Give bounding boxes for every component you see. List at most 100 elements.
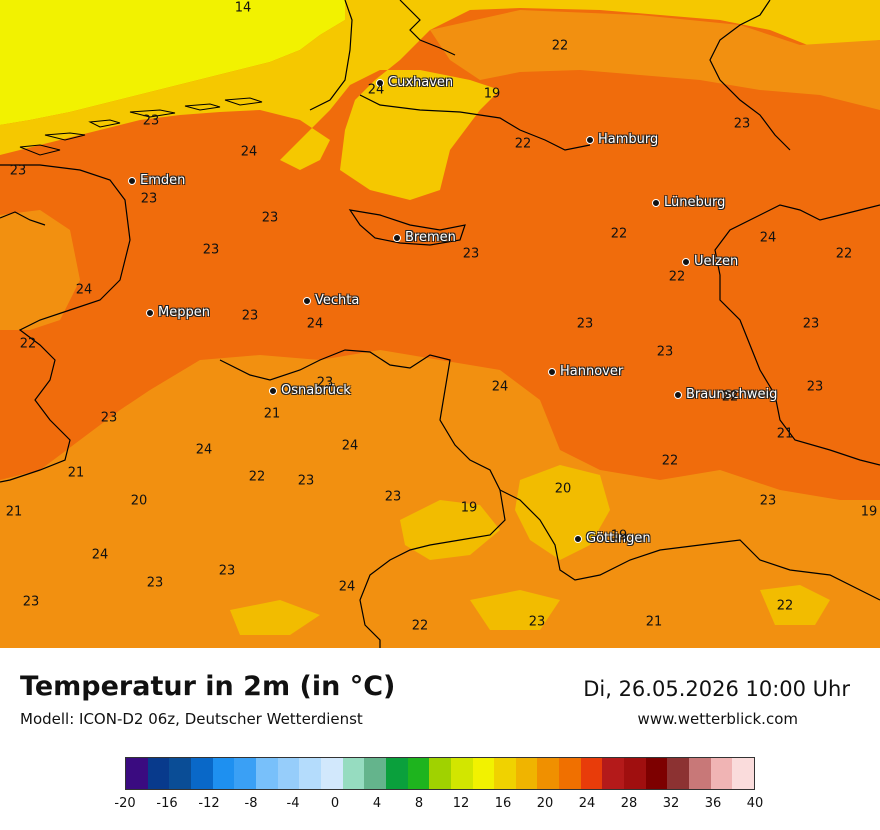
state-borders xyxy=(0,0,880,648)
temp-label: 14 xyxy=(234,0,252,16)
temp-label: 24 xyxy=(341,438,359,454)
city-goettingen: Göttingen xyxy=(574,531,651,546)
legend-swatch xyxy=(580,758,603,789)
temp-label: 22 xyxy=(610,226,628,242)
legend-swatch xyxy=(515,758,538,789)
legend-ticks: -20 -16 -12 -8 -4 0 4 8 12 16 20 24 28 32 36 40 xyxy=(114,796,763,814)
temp-label: 20 xyxy=(130,493,148,509)
legend-tick-label: 16 xyxy=(494,796,512,811)
legend-swatch xyxy=(126,758,148,789)
legend-swatch xyxy=(147,758,170,789)
temp-label: 23 xyxy=(146,575,164,591)
legend-swatch xyxy=(559,758,581,789)
legend-swatch xyxy=(667,758,690,789)
temp-label: 22 xyxy=(19,336,37,352)
legend-swatch xyxy=(689,758,711,789)
legend-swatch xyxy=(645,758,668,789)
temp-label: 23 xyxy=(384,489,402,505)
legend-tick-label: -4 xyxy=(286,796,300,811)
website-link[interactable]: www.wetterblick.com xyxy=(637,710,798,728)
temp-label: 24 xyxy=(195,442,213,458)
temp-label: 22 xyxy=(514,136,532,152)
city-braunschweig: Braunschweig xyxy=(674,387,777,402)
temp-label: 21 xyxy=(67,465,85,481)
temp-label: 19 xyxy=(483,86,501,102)
temp-label: 22 xyxy=(776,598,794,614)
city-bremen: Bremen xyxy=(393,230,456,245)
legend-swatch xyxy=(190,758,213,789)
legend-tick-label: 0 xyxy=(330,796,340,811)
legend-swatch xyxy=(450,758,473,789)
temp-label: 24 xyxy=(367,82,385,98)
temperature-zone-19-b xyxy=(515,465,610,560)
legend-swatch xyxy=(255,758,278,789)
map-title: Temperatur in 2m (in °C) xyxy=(20,671,396,702)
legend-tick-label: 12 xyxy=(452,796,470,811)
temperature-zone-14-sea xyxy=(0,0,345,125)
legend-tick-label: 4 xyxy=(372,796,382,811)
temperature-map: Cuxhaven Hamburg Emden Lüneburg Bremen U… xyxy=(0,0,880,648)
temp-label: 21 xyxy=(776,426,794,442)
temp-label: 23 xyxy=(316,375,334,391)
temperature-zone-20-coast xyxy=(0,0,880,200)
city-cuxhaven: Cuxhaven xyxy=(376,75,453,90)
temp-label: 23 xyxy=(802,316,820,332)
model-info: Modell: ICON-D2 06z, Deutscher Wetterdie… xyxy=(20,710,363,728)
temp-label: 23 xyxy=(576,316,594,332)
temp-label: 24 xyxy=(491,379,509,395)
temp-label: 24 xyxy=(759,230,777,246)
temp-label: 23 xyxy=(733,116,751,132)
temp-label: 23 xyxy=(806,379,824,395)
temp-label: 20 xyxy=(554,481,572,497)
city-lueneburg: Lüneburg xyxy=(652,195,725,210)
legend-swatch xyxy=(537,758,560,789)
temp-label: 23 xyxy=(100,410,118,426)
legend-tick-label: -20 xyxy=(114,796,136,811)
temp-label: 23 xyxy=(462,246,480,262)
city-meppen: Meppen xyxy=(146,305,210,320)
temperature-zone-22-west xyxy=(0,210,80,330)
legend-swatch xyxy=(234,758,256,789)
city-vechta: Vechta xyxy=(303,293,359,308)
temperature-zone-22-south xyxy=(0,350,880,648)
legend-swatch xyxy=(299,758,321,789)
city-hannover: Hannover xyxy=(548,364,623,379)
legend-tick-label: 32 xyxy=(662,796,680,811)
temp-label: 23 xyxy=(261,210,279,226)
legend-swatch xyxy=(732,758,755,789)
temp-label: 19 xyxy=(860,504,878,520)
legend-swatch xyxy=(710,758,733,789)
temp-label: 22 xyxy=(721,389,739,405)
legend-tick-label: -12 xyxy=(198,796,220,811)
frisian-islands xyxy=(19,97,263,156)
temp-label: 23 xyxy=(9,163,27,179)
legend-swatch xyxy=(407,758,430,789)
temp-label: 22 xyxy=(248,469,266,485)
legend-tick-label: 20 xyxy=(536,796,554,811)
color-legend xyxy=(125,757,755,790)
temp-label: 24 xyxy=(75,282,93,298)
temperature-zone-19-d xyxy=(470,590,560,630)
legend-swatch xyxy=(602,758,625,789)
legend-swatch xyxy=(429,758,451,789)
legend-swatch xyxy=(385,758,408,789)
temp-label: 23 xyxy=(656,344,674,360)
legend-swatch xyxy=(342,758,365,789)
temperature-zone-22-northeast xyxy=(430,10,880,110)
temp-label: 23 xyxy=(140,191,158,207)
temperature-zone-19-e xyxy=(230,600,320,635)
legend-swatch xyxy=(364,758,386,789)
legend-tick-label: 28 xyxy=(620,796,638,811)
legend-swatch xyxy=(169,758,191,789)
forecast-datetime: Di, 26.05.2026 10:00 Uhr xyxy=(583,677,850,701)
temp-label: 23 xyxy=(241,308,259,324)
temp-label: 23 xyxy=(528,614,546,630)
legend-tick-label: 40 xyxy=(746,796,764,811)
legend-tick-label: -16 xyxy=(156,796,178,811)
temp-label: 24 xyxy=(91,547,109,563)
legend-tick-label: 8 xyxy=(414,796,424,811)
temp-label: 24 xyxy=(338,579,356,595)
temp-label: 24 xyxy=(240,144,258,160)
legend-swatch xyxy=(320,758,343,789)
temp-label: 22 xyxy=(411,618,429,634)
